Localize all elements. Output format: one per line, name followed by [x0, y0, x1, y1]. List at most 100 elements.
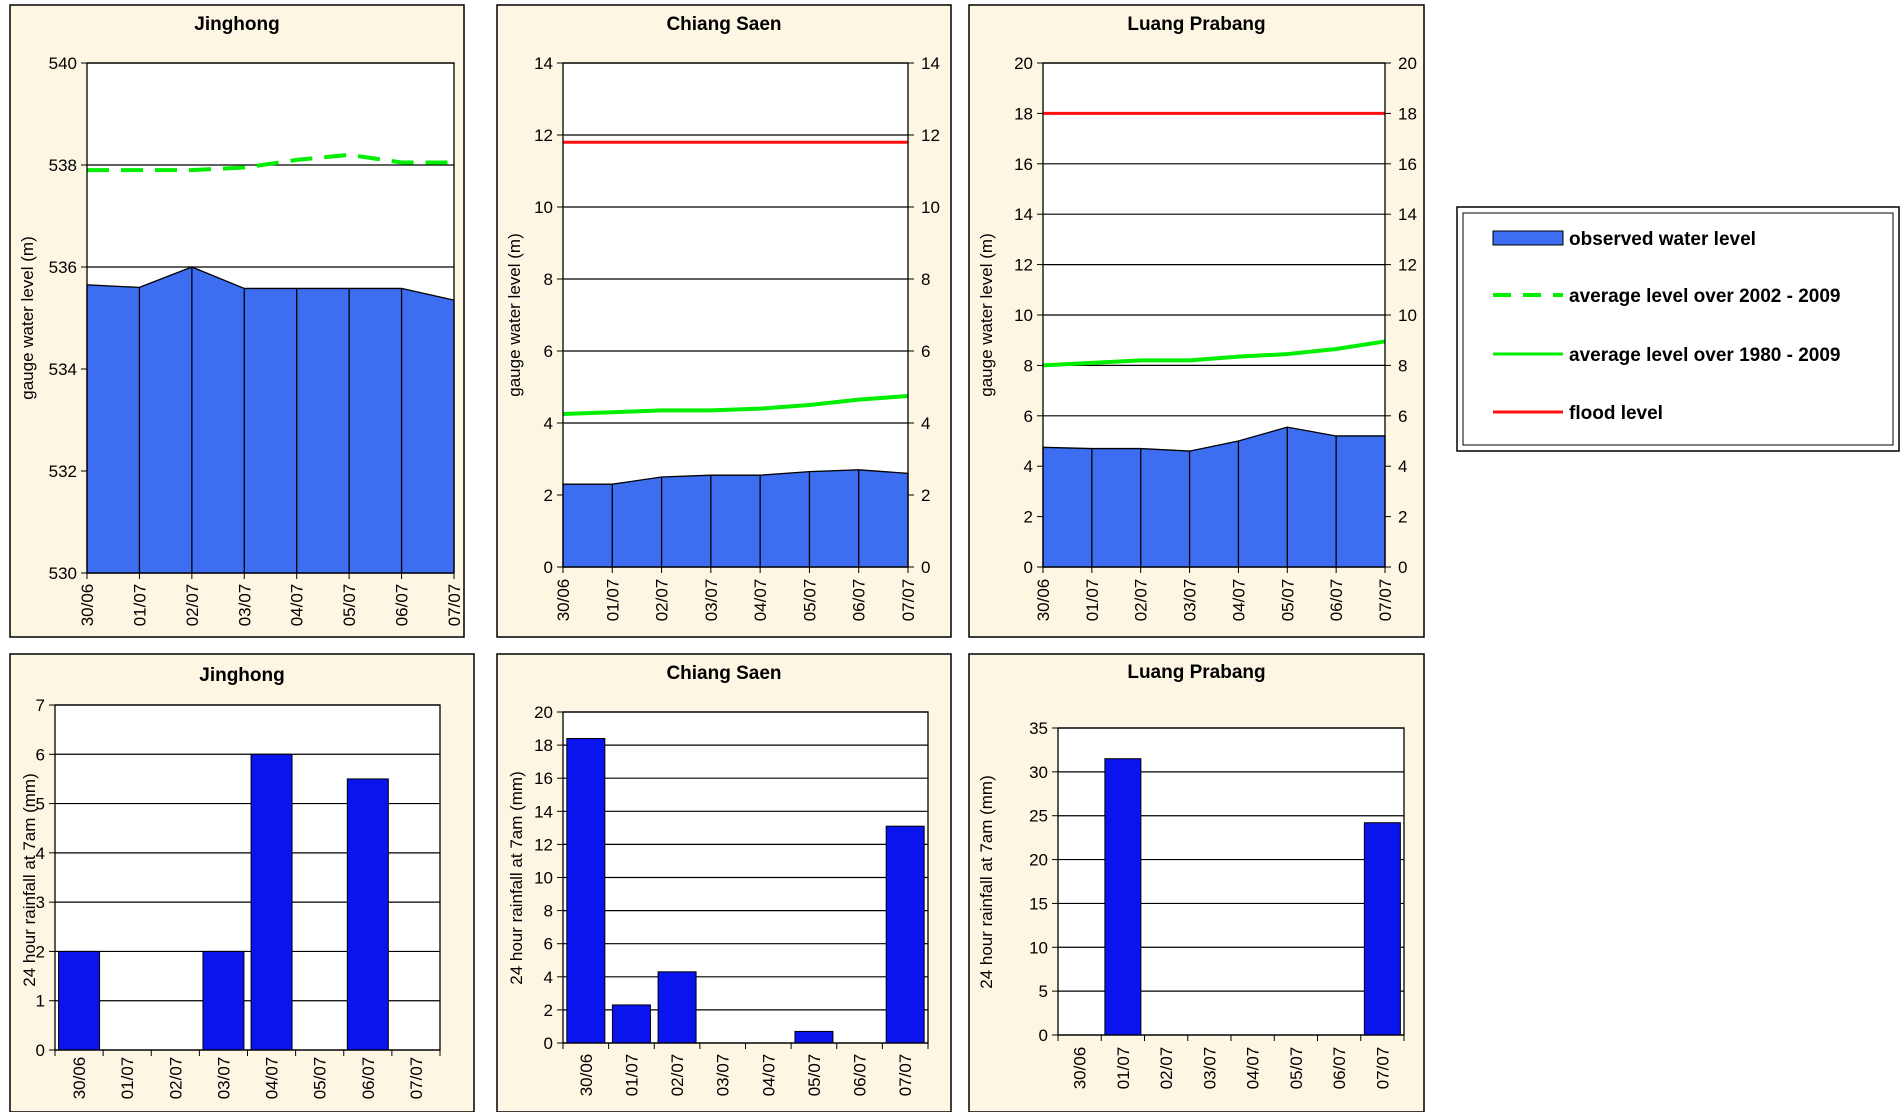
y-tick-label: 1	[36, 992, 45, 1011]
y2-tick-label: 6	[921, 342, 930, 361]
x-tick-label: 04/07	[288, 584, 307, 627]
y2-tick-label: 0	[921, 558, 930, 577]
x-tick-label: 06/07	[1330, 1047, 1349, 1090]
x-tick-label: 01/07	[1114, 1047, 1133, 1090]
x-tick-label: 05/07	[340, 584, 359, 627]
rain-bar	[794, 1030, 834, 1044]
y-tick-label: 0	[544, 558, 553, 577]
y-tick-label: 4	[36, 844, 45, 863]
y-tick-label: 0	[544, 1034, 553, 1053]
x-tick-label: 30/06	[70, 1057, 89, 1100]
y-axis-label: gauge water level (m)	[18, 236, 37, 399]
rain-bar	[885, 825, 925, 1044]
chart-title: Luang Prabang	[1127, 662, 1265, 683]
y-tick-label: 4	[544, 968, 553, 987]
y-tick-label: 25	[1029, 807, 1048, 826]
y-tick-label: 4	[544, 414, 553, 433]
x-tick-label: 05/07	[1287, 1047, 1306, 1090]
legend-flood-label: flood level	[1569, 403, 1663, 424]
x-tick-label: 30/06	[1071, 1047, 1090, 1090]
y2-tick-label: 0	[1398, 558, 1407, 577]
x-tick-label: 07/07	[407, 1057, 426, 1100]
y2-tick-label: 18	[1398, 104, 1417, 123]
y-tick-label: 18	[534, 736, 553, 755]
y-tick-label: 0	[36, 1041, 45, 1060]
legend: observed water level average level over …	[1456, 206, 1900, 452]
y-tick-label: 10	[1029, 938, 1048, 957]
y-tick-label: 10	[534, 869, 553, 888]
x-tick-label: 03/07	[214, 1057, 233, 1100]
x-tick-label: 06/07	[393, 584, 412, 627]
legend-observed-swatch	[1492, 230, 1564, 246]
y-tick-label: 530	[49, 564, 77, 583]
chart-title: Jinghong	[194, 14, 279, 35]
y-tick-label: 6	[544, 935, 553, 954]
y-tick-label: 12	[534, 126, 553, 145]
x-tick-label: 06/07	[359, 1057, 378, 1100]
x-tick-label: 02/07	[183, 584, 202, 627]
x-tick-label: 04/07	[751, 579, 770, 622]
y2-tick-label: 12	[1398, 256, 1417, 275]
x-tick-label: 04/07	[1244, 1047, 1263, 1090]
x-tick-label: 07/07	[899, 579, 918, 622]
y-tick-label: 16	[1014, 155, 1033, 174]
y-tick-label: 14	[534, 802, 553, 821]
y-axis-label: gauge water level (m)	[505, 233, 524, 396]
y-tick-label: 20	[1029, 851, 1048, 870]
x-tick-label: 03/07	[235, 584, 254, 627]
chart-title: Chiang Saen	[666, 663, 781, 684]
x-tick-label: 01/07	[1083, 579, 1102, 622]
y-tick-label: 540	[49, 54, 77, 73]
chart-title: Luang Prabang	[1127, 14, 1265, 35]
y-tick-label: 8	[544, 270, 553, 289]
x-tick-label: 07/07	[896, 1054, 915, 1097]
rain-bar	[566, 737, 606, 1044]
plot-frame	[1057, 727, 1405, 1036]
y-tick-label: 14	[534, 54, 553, 73]
y-tick-label: 2	[544, 1001, 553, 1020]
observed-area	[1042, 426, 1386, 568]
y2-tick-label: 12	[921, 126, 940, 145]
y-tick-label: 6	[544, 342, 553, 361]
y2-tick-label: 10	[921, 198, 940, 217]
x-tick-label: 03/07	[1200, 1047, 1219, 1090]
plot-frame	[562, 62, 909, 568]
y-tick-label: 6	[1024, 407, 1033, 426]
y-tick-label: 538	[49, 156, 77, 175]
y2-tick-label: 14	[1398, 205, 1417, 224]
y-tick-label: 7	[36, 696, 45, 715]
x-tick-label: 04/07	[263, 1057, 282, 1100]
x-tick-label: 03/07	[714, 1054, 733, 1097]
y2-tick-label: 8	[1398, 356, 1407, 375]
rain-bar	[657, 971, 697, 1044]
y-tick-label: 20	[1014, 54, 1033, 73]
rain-bar	[346, 778, 389, 1051]
x-tick-label: 04/07	[1229, 579, 1248, 622]
chart-2: Luang Prabang gauge water level (m) 0 0 2 2 4 4…	[968, 4, 1425, 638]
y-axis-label: gauge water level (m)	[977, 233, 996, 396]
y-tick-label: 10	[534, 198, 553, 217]
y2-tick-label: 2	[921, 486, 930, 505]
x-tick-label: 07/07	[1373, 1047, 1392, 1090]
x-tick-label: 02/07	[668, 1054, 687, 1097]
chart-title: Chiang Saen	[666, 14, 781, 35]
chart-4: Chiang Saen 24 hour rainfall at 7am (mm) 0…	[496, 653, 952, 1112]
y-tick-label: 4	[1024, 457, 1033, 476]
avg-1980-2009-line	[1042, 339, 1386, 368]
observed-area	[86, 266, 455, 574]
x-tick-label: 30/06	[577, 1054, 596, 1097]
x-tick-label: 01/07	[130, 584, 149, 627]
y2-tick-label: 6	[1398, 407, 1407, 426]
x-tick-label: 02/07	[653, 579, 672, 622]
y-tick-label: 534	[49, 360, 77, 379]
y-tick-label: 5	[36, 795, 45, 814]
y-tick-label: 2	[544, 486, 553, 505]
y-tick-label: 6	[36, 745, 45, 764]
legend-observed-label: observed water level	[1569, 229, 1756, 250]
avg-2002-2009-line	[87, 152, 454, 173]
y-tick-label: 8	[1024, 356, 1033, 375]
y-axis-label: 24 hour rainfall at 7am (mm)	[507, 771, 526, 985]
y-tick-label: 536	[49, 258, 77, 277]
plot-frame	[1042, 62, 1386, 568]
y-axis-label: 24 hour rainfall at 7am (mm)	[20, 773, 39, 987]
